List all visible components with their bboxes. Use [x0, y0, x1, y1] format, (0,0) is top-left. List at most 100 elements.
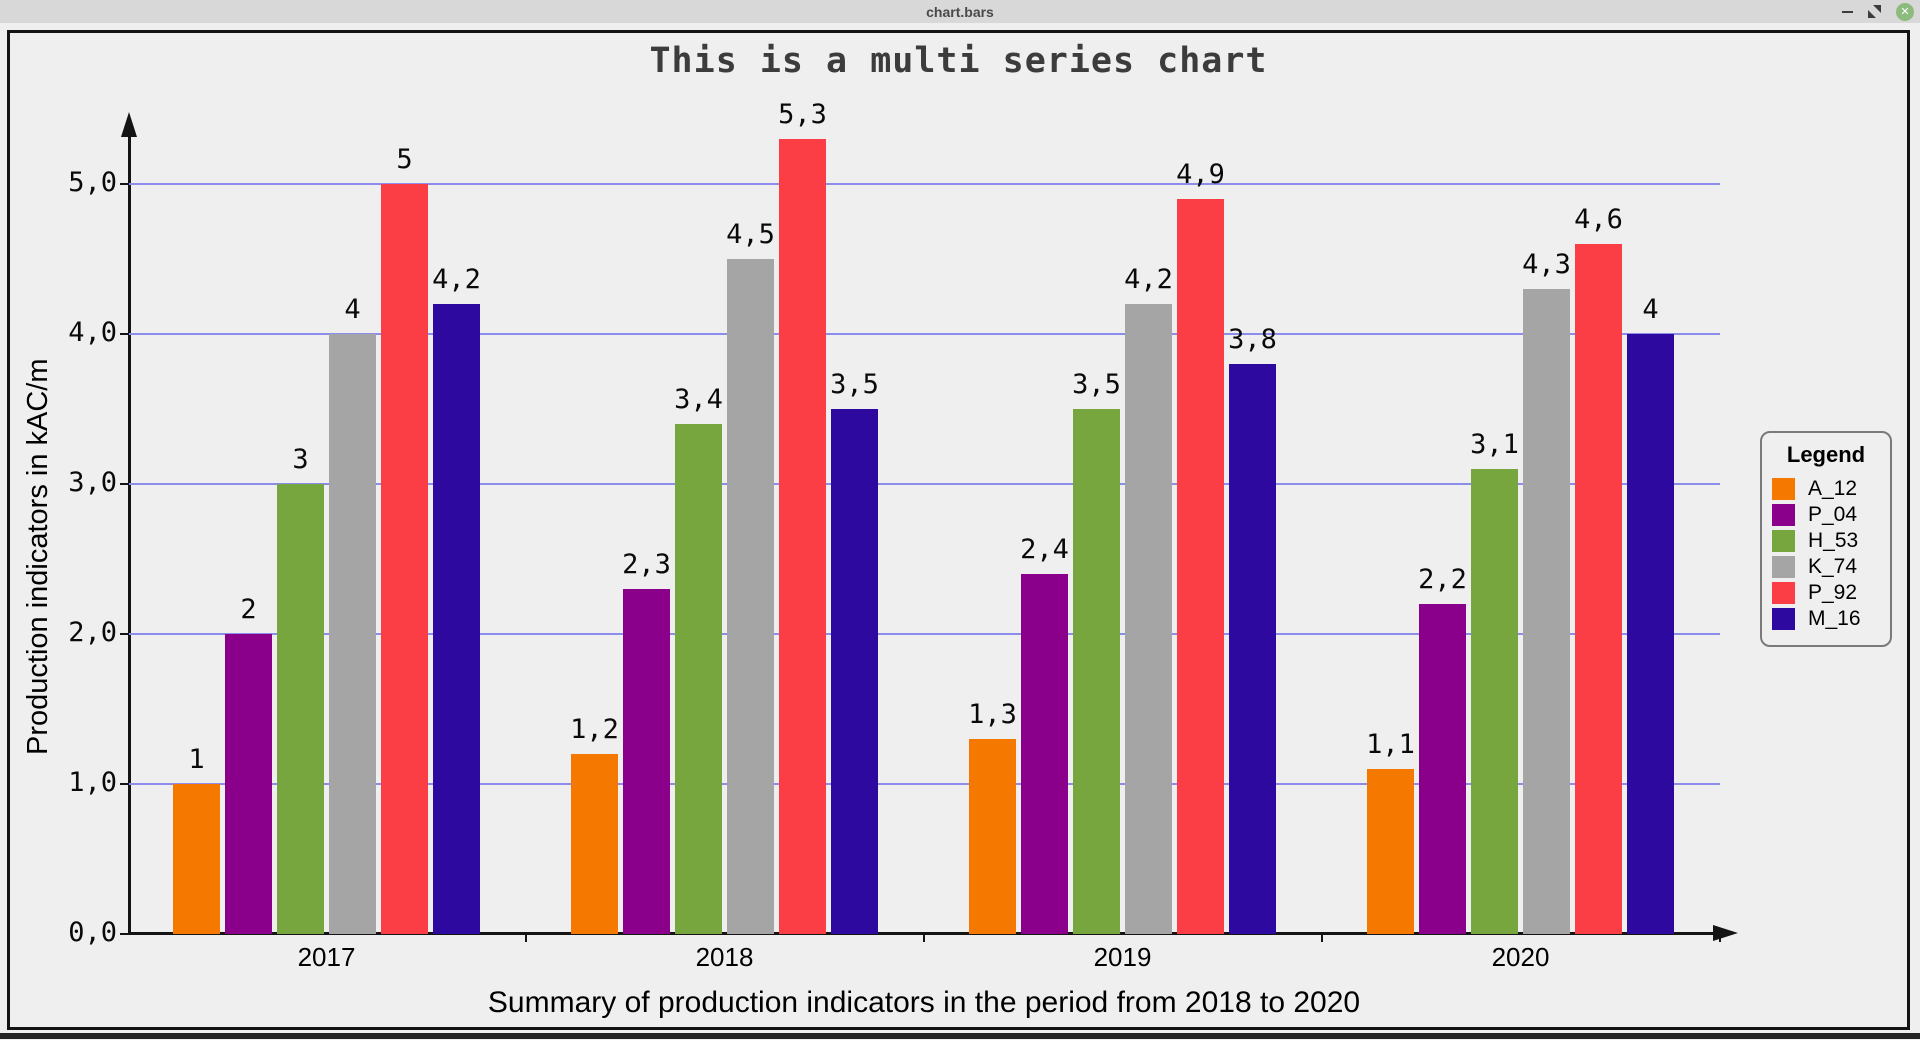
legend-swatch-H_53	[1772, 530, 1795, 552]
y-tick	[120, 633, 129, 635]
legend-label: A_12	[1808, 477, 1858, 500]
bar-value-label: 3,5	[830, 369, 879, 400]
bar-P_04-2017	[225, 634, 272, 934]
chart-title: This is a multi series chart	[649, 41, 1268, 81]
bar-value-label: 3,5	[1072, 369, 1121, 400]
legend-items: A_12 P_04 H_53 K_74 P_92 M_16	[1762, 468, 1890, 630]
bar-value-label: 3	[292, 444, 309, 475]
legend-swatch-A_12	[1772, 478, 1795, 500]
bar-M_16-2017	[433, 304, 480, 934]
legend-label: P_92	[1808, 581, 1858, 604]
bar-P_04-2018	[623, 589, 670, 934]
bar-M_16-2020	[1627, 334, 1674, 934]
legend-item-P_92: P_92	[1772, 581, 1890, 604]
y-tick-label: 1,0	[68, 767, 117, 798]
bar-value-label: 4,6	[1574, 204, 1623, 235]
chart-canvas: This is a multi series chart Production …	[7, 30, 1910, 1030]
legend-swatch-P_04	[1772, 504, 1795, 526]
bar-P_92-2020	[1575, 244, 1622, 934]
legend-swatch-M_16	[1772, 608, 1795, 630]
y-axis-line	[128, 128, 131, 934]
bar-value-label: 3,8	[1228, 324, 1277, 355]
minimize-icon	[1842, 10, 1853, 13]
bar-A_12-2017	[173, 784, 220, 934]
y-tick	[120, 783, 129, 785]
y-tick	[120, 183, 129, 185]
y-tick-label: 0,0	[68, 917, 117, 948]
bar-K_74-2020	[1523, 289, 1570, 934]
bar-P_92-2018	[779, 139, 826, 934]
y-tick	[120, 483, 129, 485]
bar-A_12-2019	[969, 739, 1016, 934]
legend-item-P_04: P_04	[1772, 503, 1890, 526]
bar-K_74-2019	[1125, 304, 1172, 934]
x-tick	[923, 935, 925, 942]
window-controls: ✕	[1842, 0, 1914, 23]
window-titlebar: chart.bars ✕	[0, 0, 1920, 23]
bar-value-label: 4,5	[726, 219, 775, 250]
bar-M_16-2019	[1229, 364, 1276, 934]
bar-H_53-2020	[1471, 469, 1518, 934]
y-axis-title: Production indicators in kAC/m	[22, 358, 54, 756]
x-tick	[1321, 935, 1323, 942]
bar-value-label: 5	[396, 144, 413, 175]
window-title: chart.bars	[926, 3, 994, 20]
y-tick	[120, 333, 129, 335]
restore-button[interactable]	[1868, 5, 1881, 18]
bar-value-label: 2,4	[1020, 534, 1069, 565]
gridline-1,0	[129, 783, 1720, 785]
bar-value-label: 1	[188, 744, 205, 775]
legend-item-A_12: A_12	[1772, 477, 1890, 500]
bar-value-label: 4,2	[432, 264, 481, 295]
x-category-label: 2020	[1491, 942, 1550, 972]
legend-swatch-P_92	[1772, 582, 1795, 604]
legend-item-K_74: K_74	[1772, 555, 1890, 578]
legend-label: H_53	[1808, 529, 1859, 552]
bar-value-label: 3,1	[1470, 429, 1519, 460]
close-button[interactable]: ✕	[1896, 2, 1914, 21]
x-tick	[1719, 935, 1721, 942]
legend-title: Legend	[1786, 442, 1866, 467]
x-tick	[525, 935, 527, 942]
bar-H_53-2019	[1073, 409, 1120, 934]
bar-H_53-2018	[675, 424, 722, 934]
bar-value-label: 1,2	[570, 714, 619, 745]
bar-value-label: 2	[240, 594, 257, 625]
close-icon: ✕	[1900, 5, 1910, 18]
x-category-label: 2019	[1093, 942, 1152, 972]
bar-P_92-2019	[1177, 199, 1224, 934]
gridline-5,0	[129, 183, 1720, 185]
x-axis-arrow-right-icon	[1713, 925, 1738, 941]
bar-value-label: 4	[344, 294, 361, 325]
y-tick-label: 5,0	[68, 167, 117, 198]
bar-K_74-2017	[329, 334, 376, 934]
bar-value-label: 2,2	[1418, 564, 1467, 595]
bar-value-label: 4	[1642, 294, 1659, 325]
bar-value-label: 4,2	[1124, 264, 1173, 295]
bar-A_12-2018	[571, 754, 618, 934]
y-tick	[120, 933, 129, 935]
legend-item-H_53: H_53	[1772, 529, 1890, 552]
legend: Legend A_12 P_04 H_53 K_74 P_92 M_16	[1760, 431, 1892, 647]
bar-value-label: 1,1	[1366, 729, 1415, 760]
x-category-label: 2017	[297, 942, 356, 972]
bar-P_04-2020	[1419, 604, 1466, 934]
bar-value-label: 4,9	[1176, 159, 1225, 190]
window-bottom-edge	[0, 1033, 1920, 1039]
bar-A_12-2020	[1367, 769, 1414, 934]
gridline-2,0	[129, 633, 1720, 635]
bar-value-label: 2,3	[622, 549, 671, 580]
gridline-4,0	[129, 333, 1720, 335]
minimize-button[interactable]	[1842, 10, 1853, 13]
bar-value-label: 1,3	[968, 699, 1017, 730]
legend-item-M_16: M_16	[1772, 607, 1890, 630]
y-tick-label: 4,0	[68, 317, 117, 348]
x-axis-title: Summary of production indicators in the …	[487, 986, 1361, 1019]
bar-P_04-2019	[1021, 574, 1068, 934]
y-axis-arrow-up-icon	[121, 112, 137, 137]
y-tick-label: 2,0	[68, 617, 117, 648]
y-tick-label: 3,0	[68, 467, 117, 498]
bar-M_16-2018	[831, 409, 878, 934]
bar-P_92-2017	[381, 184, 428, 934]
bar-value-label: 3,4	[674, 384, 723, 415]
